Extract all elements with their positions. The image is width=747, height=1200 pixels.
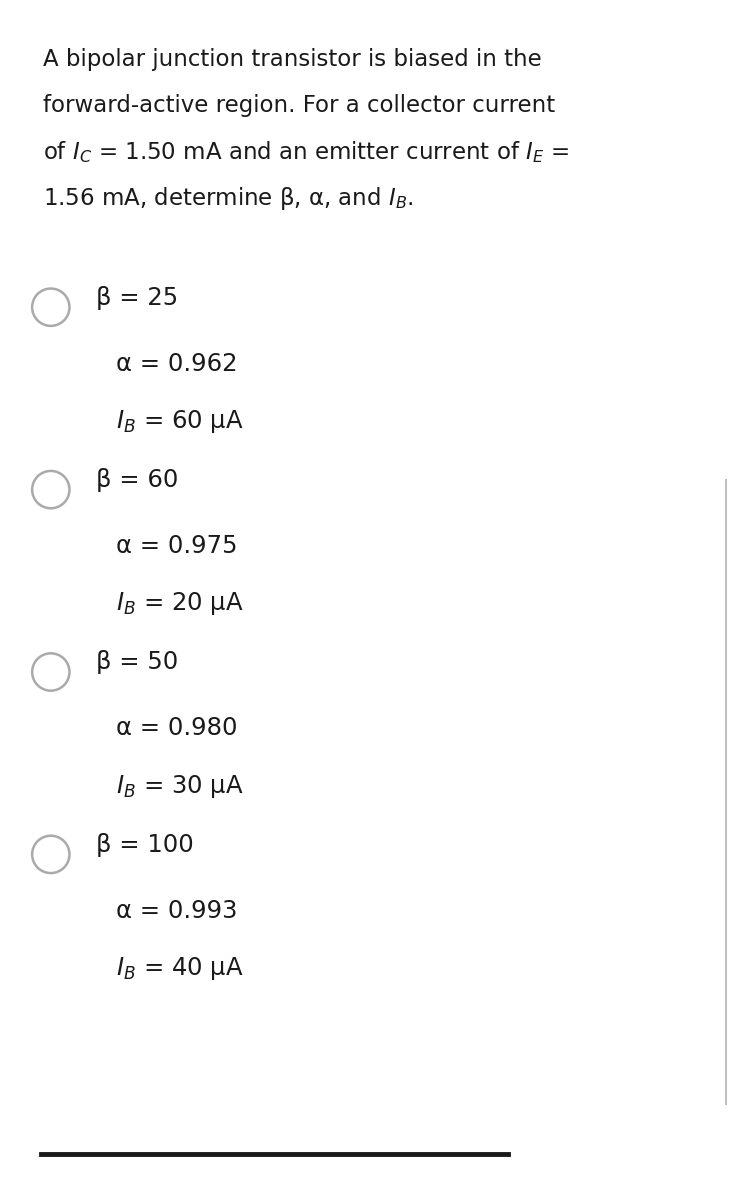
Text: β = 100: β = 100 <box>96 833 193 857</box>
Text: α = 0.980: α = 0.980 <box>116 716 238 740</box>
Text: $\mathit{I}_B$ = 40 μA: $\mathit{I}_B$ = 40 μA <box>116 955 244 982</box>
Text: α = 0.962: α = 0.962 <box>116 352 238 376</box>
Text: β = 50: β = 50 <box>96 650 178 674</box>
Text: of $\mathit{I}_C$ = 1.50 mA and an emitter current of $\mathit{I}_E$ =: of $\mathit{I}_C$ = 1.50 mA and an emitt… <box>43 139 569 166</box>
Text: forward-active region. For a collector current: forward-active region. For a collector c… <box>43 94 556 116</box>
Text: A bipolar junction transistor is biased in the: A bipolar junction transistor is biased … <box>43 48 542 71</box>
Text: $\mathit{I}_B$ = 20 μA: $\mathit{I}_B$ = 20 μA <box>116 590 244 617</box>
Text: β = 60: β = 60 <box>96 468 178 492</box>
Text: α = 0.993: α = 0.993 <box>116 899 238 923</box>
Text: β = 25: β = 25 <box>96 286 178 310</box>
Text: $\mathit{I}_B$ = 30 μA: $\mathit{I}_B$ = 30 μA <box>116 773 244 799</box>
Text: $\mathit{I}_B$ = 60 μA: $\mathit{I}_B$ = 60 μA <box>116 408 244 434</box>
Text: α = 0.975: α = 0.975 <box>116 534 238 558</box>
Text: 1.56 mA, determine β, α, and $\mathit{I}_B$.: 1.56 mA, determine β, α, and $\mathit{I}… <box>43 185 414 211</box>
